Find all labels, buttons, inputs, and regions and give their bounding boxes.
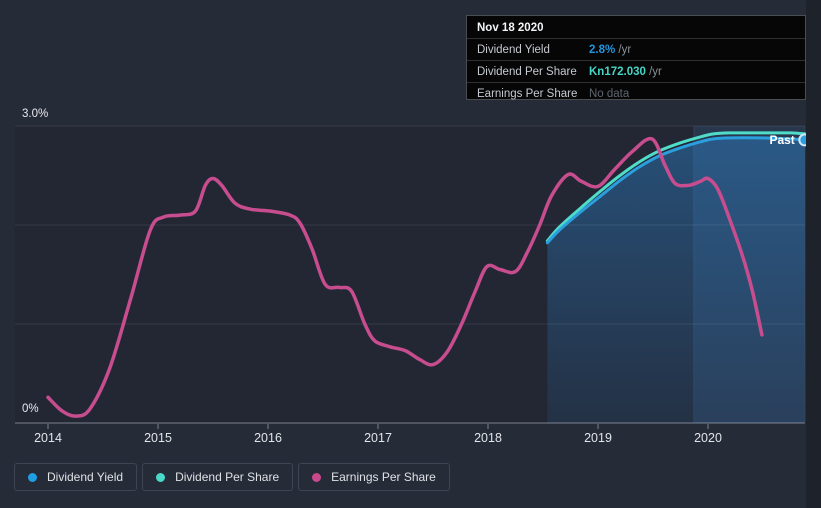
tooltip-value: 2.8% /yr [589,43,632,56]
legend-label: Dividend Yield [47,470,124,484]
tooltip-value: No data [589,87,630,100]
tooltip-label: Dividend Yield [477,43,550,56]
tooltip-row-earnings-per-share: Earnings Per Share No data [467,83,805,104]
svg-text:2015: 2015 [144,431,172,445]
legend: Dividend Yield Dividend Per Share Earnin… [14,463,450,491]
svg-text:2018: 2018 [474,431,502,445]
legend-item-dividend-per-share[interactable]: Dividend Per Share [142,463,294,491]
svg-text:2016: 2016 [254,431,282,445]
svg-text:Past: Past [769,133,794,147]
tooltip-value: Kn172.030 /yr [589,65,662,78]
svg-text:2014: 2014 [34,431,62,445]
legend-label: Earnings Per Share [331,470,436,484]
svg-text:2020: 2020 [694,431,722,445]
svg-text:2017: 2017 [364,431,392,445]
dividend-per-share-dot-icon [156,472,166,482]
tooltip-date: Nov 18 2020 [467,16,805,39]
svg-text:3.0%: 3.0% [22,108,48,120]
tooltip-label: Dividend Per Share [477,65,577,78]
panel-right-edge [806,0,821,508]
chart-tooltip: Nov 18 2020 Dividend Yield 2.8% /yr Divi… [466,15,806,100]
legend-item-earnings-per-share[interactable]: Earnings Per Share [298,463,450,491]
dividend-yield-dot-icon [28,472,37,482]
earnings-per-share-dot-icon [312,472,322,482]
legend-item-dividend-yield[interactable]: Dividend Yield [14,463,138,491]
svg-text:2019: 2019 [584,431,612,445]
tooltip-row-dividend-yield: Dividend Yield 2.8% /yr [467,39,805,61]
tooltip-label: Earnings Per Share [477,87,578,100]
tooltip-row-dividend-per-share: Dividend Per Share Kn172.030 /yr [467,61,805,83]
legend-label: Dividend Per Share [175,470,280,484]
svg-text:0%: 0% [22,403,39,415]
